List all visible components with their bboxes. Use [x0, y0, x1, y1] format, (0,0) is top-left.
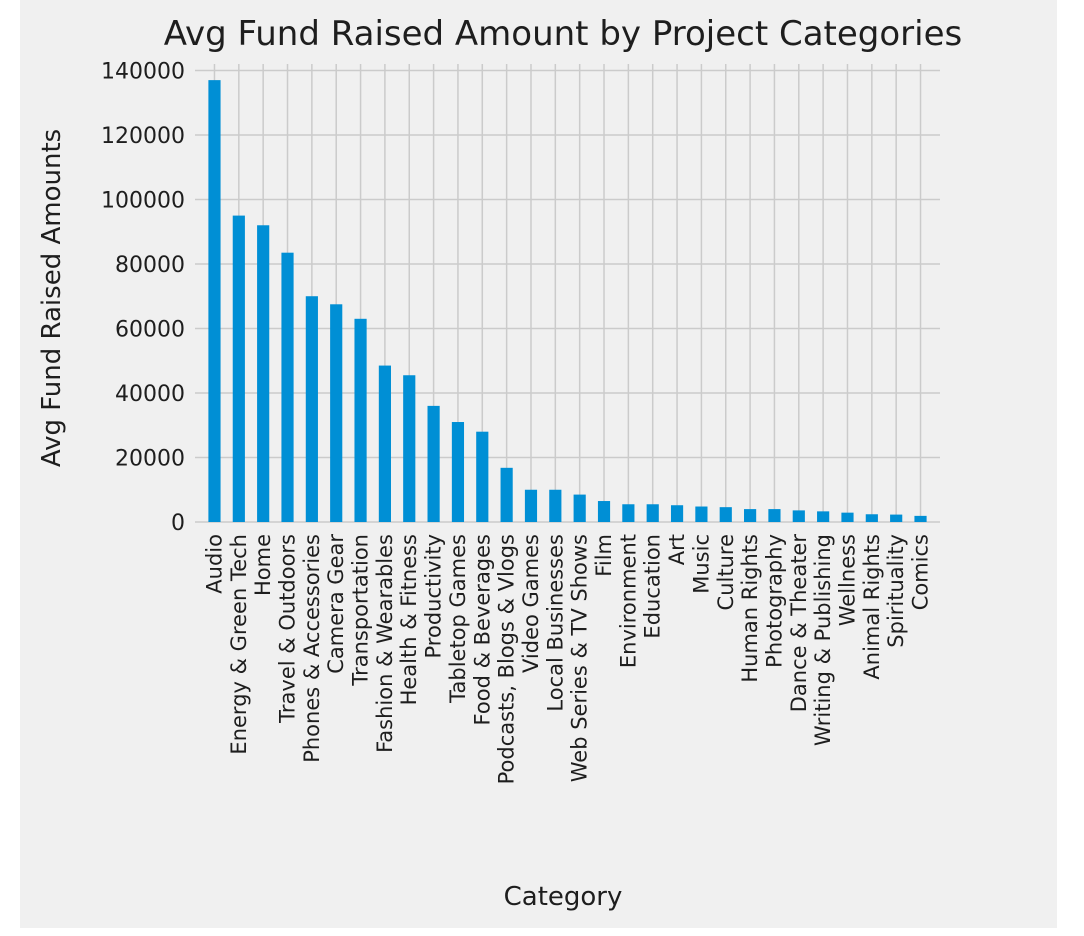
x-tick-label: Writing & Publishing: [811, 534, 835, 746]
x-tick-label: Spirituality: [884, 534, 908, 648]
x-tick-label: Comics: [909, 534, 933, 610]
x-tick-labels: Audio Energy & Green Tech Home Travel & Out…: [202, 534, 932, 785]
bar: [208, 80, 221, 522]
bar: [646, 504, 659, 522]
bar: [914, 515, 927, 522]
y-tick-labels: 0 20000 40000 60000 80000 100000 120000 140000: [101, 59, 185, 536]
x-tick-label: Energy & Green Tech: [227, 534, 251, 755]
bar: [670, 505, 684, 522]
bar: [257, 225, 270, 522]
x-tick-label: Transportation: [349, 534, 373, 687]
bar: [354, 318, 367, 522]
x-tick-label: Travel & Outdoors: [276, 534, 300, 724]
bar: [232, 215, 245, 522]
x-tick-label: Music: [689, 534, 713, 594]
bar: [792, 510, 805, 522]
y-tick-label: 140000: [101, 59, 185, 84]
bar: [744, 509, 757, 522]
x-tick-label: Environment: [616, 534, 640, 668]
x-tick-label: Education: [641, 534, 665, 639]
x-tick-label: Audio: [202, 534, 226, 594]
x-tick-label: Animal Rights: [860, 534, 884, 680]
chart-title: Avg Fund Raised Amount by Project Catego…: [164, 14, 962, 54]
bar: [451, 422, 465, 522]
x-tick-label: Health & Fitness: [397, 534, 421, 705]
bar: [622, 504, 635, 522]
y-axis-label: Avg Fund Raised Amounts: [37, 129, 67, 467]
y-tick-label: 20000: [115, 446, 185, 471]
chart-figure: 0 20000 40000 60000 80000 100000 120000 140000 …: [20, 0, 1057, 928]
bar-chart: 020000400006000080000100000120000140000 …: [37, 14, 962, 912]
y-tick-label: 60000: [115, 317, 185, 342]
y-tick-label: 80000: [115, 253, 185, 278]
x-tick-label: Home: [251, 534, 275, 596]
bar: [524, 489, 538, 522]
x-tick-label: Podcasts, Blogs & Vlogs: [495, 534, 519, 784]
y-tick-label: 0: [171, 511, 185, 536]
bar: [476, 431, 489, 522]
bar: [403, 375, 416, 522]
bar: [573, 494, 586, 522]
x-tick-label: Web Series & TV Shows: [568, 534, 592, 782]
x-tick-label: Dance & Theater: [787, 534, 811, 713]
bar: [427, 405, 440, 522]
bars: [208, 80, 927, 522]
bar: [500, 467, 513, 522]
x-tick-label: Video Games: [519, 534, 543, 673]
bar: [597, 501, 611, 522]
x-axis-label: Category: [504, 882, 623, 912]
y-tick-label: 100000: [101, 188, 185, 213]
x-tick-label: Art: [665, 534, 689, 565]
y-tick-label: 120000: [101, 124, 185, 149]
x-tick-label: Fashion & Wearables: [373, 534, 397, 753]
x-tick-label: Culture: [714, 534, 738, 610]
x-tick-label: Phones & Accessories: [300, 534, 324, 763]
bar: [330, 304, 343, 522]
bar: [890, 514, 903, 522]
bar: [305, 296, 318, 522]
x-tick-label: Local Businesses: [543, 534, 567, 712]
y-tick-label: 40000: [115, 382, 185, 407]
x-tick-label: Photography: [762, 534, 786, 668]
bar: [841, 512, 854, 522]
bar: [719, 507, 732, 522]
bar: [817, 511, 830, 522]
x-tick-label: Film: [592, 534, 616, 577]
bar: [549, 489, 562, 522]
bar: [695, 506, 708, 522]
x-tick-label: Human Rights: [738, 534, 762, 683]
x-tick-label: Wellness: [835, 534, 859, 626]
bar: [768, 509, 781, 522]
x-tick-label: Camera Gear: [324, 534, 348, 674]
bar: [378, 365, 391, 522]
x-tick-label: Food & Beverages: [470, 534, 494, 725]
bar: [865, 514, 878, 522]
x-tick-label: Productivity: [422, 534, 446, 659]
bar: [281, 252, 294, 522]
x-tick-label: Tabletop Games: [446, 534, 470, 704]
